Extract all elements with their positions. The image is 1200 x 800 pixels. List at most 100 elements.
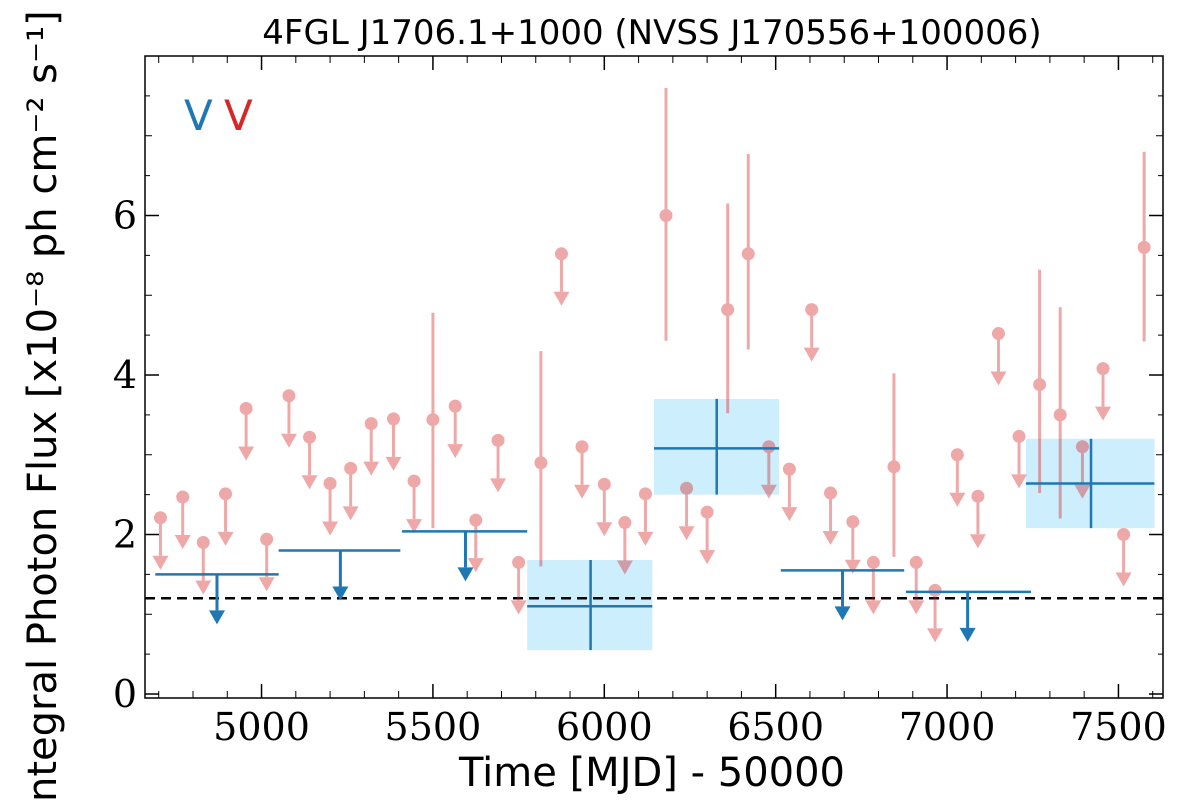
- red-upper-limit-point-5: [260, 532, 274, 546]
- y-tick-label-1: 2: [113, 513, 137, 557]
- red-upper-limit-26-head: [803, 347, 820, 362]
- red-upper-limit-38: [1115, 528, 1132, 587]
- red-upper-limit-point-3: [219, 487, 233, 501]
- red-detection-4: [741, 154, 755, 350]
- red-upper-limit-point-25: [782, 462, 796, 476]
- red-upper-limit-28: [844, 515, 861, 574]
- red-upper-limit-12-head: [406, 519, 423, 534]
- red-detection-1: [534, 351, 548, 567]
- red-detection-0: [426, 312, 440, 529]
- red-upper-limit-5-head: [258, 577, 275, 592]
- red-upper-limit-31: [927, 583, 944, 643]
- red-upper-limit-point-19: [597, 477, 611, 491]
- red-upper-limit-10: [363, 417, 380, 476]
- red-upper-limit-point-38: [1117, 528, 1131, 542]
- y-tick-label-0: 0: [113, 672, 137, 716]
- red-upper-limit-point-16: [512, 555, 526, 569]
- blue-upper-limit-1: [278, 549, 401, 601]
- red-upper-limit-1: [174, 490, 191, 550]
- red-upper-limit-2-head: [195, 580, 212, 595]
- red-upper-limit-16: [510, 555, 527, 615]
- red-upper-limit-point-12: [407, 474, 421, 488]
- red-upper-limit-5: [258, 532, 275, 592]
- red-detection-point-4: [741, 247, 755, 261]
- blue-upper-limit-arrow-3-head: [834, 606, 851, 621]
- red-upper-limit-0: [152, 511, 169, 570]
- red-upper-limit-point-4: [239, 402, 253, 416]
- red-upper-limit-point-14: [469, 513, 483, 527]
- red-upper-limit-point-32: [950, 448, 964, 462]
- red-detection-point-7: [1053, 408, 1067, 422]
- red-upper-limit-point-17: [554, 247, 568, 261]
- plot-frame: [144, 55, 1164, 699]
- red-upper-limit-point-35: [1012, 429, 1026, 443]
- red-upper-limit-14-head: [467, 558, 484, 573]
- blue-upper-limit-arrow-1: [332, 550, 349, 601]
- y-tick-label-3: 6: [113, 194, 137, 238]
- red-upper-limit-point-30: [909, 555, 923, 569]
- blue-upper-limit-arrow-4-head: [959, 627, 976, 642]
- x-tick-label-1: 5500: [385, 705, 482, 749]
- red-upper-limit-3-head: [217, 531, 234, 546]
- red-upper-limit-27: [822, 486, 839, 546]
- red-upper-limit-13: [447, 399, 464, 459]
- red-upper-limit-18-head: [574, 484, 591, 499]
- red-upper-limit-22: [678, 481, 695, 541]
- chart-title: 4FGL J1706.1+1000 (NVSS J170556+100006): [262, 13, 1041, 53]
- red-upper-limit-36: [1074, 440, 1091, 499]
- red-detection-2: [659, 87, 673, 341]
- blue-upper-limit-0: [155, 573, 279, 625]
- long-bin-series-layer: [155, 398, 1155, 651]
- red-upper-limit-15-head: [490, 478, 507, 493]
- red-upper-limit-point-9: [344, 461, 358, 475]
- red-upper-limit-28-head: [844, 559, 861, 574]
- red-upper-limit-point-6: [282, 389, 296, 403]
- red-detection-point-1: [534, 456, 548, 470]
- red-upper-limit-6-head: [280, 433, 297, 448]
- red-detection-point-5: [887, 460, 901, 474]
- red-upper-limit-14: [467, 513, 484, 573]
- red-upper-limit-30: [908, 555, 925, 615]
- red-upper-limit-23-head: [699, 550, 716, 565]
- red-upper-limit-35-head: [1011, 474, 1028, 489]
- red-upper-limit-13-head: [447, 444, 464, 459]
- blue-upper-limit-arrow-3: [834, 570, 851, 621]
- blue-upper-limit-4: [905, 590, 1032, 642]
- y-axis-label: Integral Photon Flux [x10⁻⁸ ph cm⁻² s⁻¹]: [20, 10, 66, 800]
- red-upper-limit-point-22: [680, 481, 694, 495]
- blue-upper-limit-arrow-1-head: [332, 586, 349, 601]
- red-upper-limit-37-head: [1095, 406, 1112, 421]
- red-upper-limit-15: [490, 433, 507, 493]
- blue-upper-limit-arrow-2-head: [457, 567, 474, 582]
- red-upper-limit-9-head: [342, 506, 359, 521]
- red-detection-3: [721, 203, 735, 414]
- red-detection-6: [1033, 269, 1047, 494]
- red-upper-limit-34-head: [990, 371, 1007, 386]
- red-upper-limit-32-head: [949, 492, 966, 507]
- red-upper-limit-19-head: [596, 522, 613, 537]
- red-upper-limit-22-head: [678, 526, 695, 541]
- red-upper-limit-point-8: [323, 476, 337, 490]
- red-upper-limit-point-1: [176, 490, 190, 504]
- red-upper-limit-point-31: [928, 583, 942, 597]
- red-upper-limit-point-11: [387, 412, 401, 426]
- red-upper-limit-2: [195, 535, 212, 595]
- red-upper-limit-4: [238, 402, 255, 461]
- red-upper-limit-9: [342, 461, 359, 521]
- red-upper-limit-point-20: [618, 516, 632, 530]
- red-upper-limit-25-head: [781, 507, 798, 522]
- red-upper-limit-point-37: [1096, 362, 1110, 376]
- legend-entry-red: V: [224, 91, 253, 140]
- red-upper-limit-7: [301, 430, 318, 490]
- red-upper-limit-26: [803, 303, 820, 362]
- red-upper-limit-1-head: [174, 535, 191, 550]
- red-upper-limit-30-head: [908, 600, 925, 615]
- red-upper-limit-23: [699, 505, 716, 565]
- red-upper-limit-4-head: [238, 446, 255, 461]
- red-detection-5: [887, 373, 901, 557]
- red-upper-limit-8: [322, 476, 339, 536]
- red-upper-limit-point-10: [364, 417, 378, 431]
- red-upper-limit-25: [781, 462, 798, 522]
- red-upper-limit-11-head: [385, 456, 402, 471]
